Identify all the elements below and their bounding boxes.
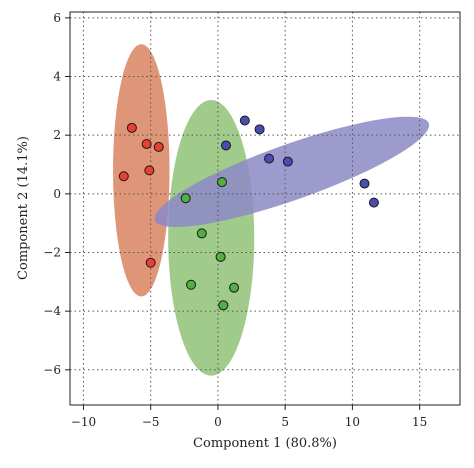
- plot-frame: [69, 11, 461, 406]
- data-point-series-1: [144, 165, 155, 176]
- data-point-series-3: [368, 197, 379, 208]
- x-tick-label: 10: [345, 415, 360, 429]
- y-tick-label: 2: [53, 128, 61, 142]
- data-point-series-1: [118, 171, 129, 182]
- data-point-series-3: [282, 156, 293, 167]
- y-tick-label: −6: [43, 363, 61, 377]
- axis-ticks: −10 −5 0 5 10 15 −6 −4 −2 0 2 4 6: [43, 11, 427, 429]
- data-point-series-2: [186, 279, 197, 290]
- data-point-series-1: [153, 141, 164, 152]
- data-point-series-1: [126, 122, 137, 133]
- cluster-ellipse-2: [168, 99, 255, 376]
- data-point-series-2: [215, 251, 226, 262]
- data-point-series-1: [145, 257, 156, 268]
- data-point-series-3: [254, 124, 265, 135]
- x-tick-label: 0: [214, 415, 222, 429]
- cluster-ellipse-1: [113, 44, 170, 297]
- y-axis-title: Component 2 (14.1%): [16, 136, 31, 280]
- x-tick-label: −10: [71, 415, 96, 429]
- data-point-series-2: [196, 228, 207, 239]
- grid: [70, 12, 460, 405]
- x-tick-label: 5: [281, 415, 289, 429]
- y-tick-label: −2: [43, 245, 61, 259]
- x-tick-label: −5: [142, 415, 160, 429]
- y-tick-label: 4: [53, 70, 61, 84]
- y-tick-label: −4: [43, 304, 61, 318]
- data-points: [118, 115, 379, 311]
- data-point-series-2: [216, 177, 227, 188]
- data-point-series-3: [221, 140, 231, 151]
- data-point-series-2: [218, 300, 229, 311]
- x-axis-title: Component 1 (80.8%): [193, 436, 337, 451]
- data-point-series-3: [359, 178, 370, 189]
- data-point-series-2: [180, 193, 191, 204]
- data-point-series-3: [239, 115, 250, 126]
- y-tick-label: 0: [53, 187, 61, 201]
- cluster-ellipses: [113, 44, 430, 376]
- data-point-series-1: [141, 138, 152, 149]
- x-tick-label: 15: [412, 415, 427, 429]
- cluster-ellipse-3: [154, 116, 430, 227]
- y-tick-label: 6: [53, 11, 61, 25]
- data-point-series-3: [264, 153, 275, 164]
- data-point-series-2: [229, 282, 240, 293]
